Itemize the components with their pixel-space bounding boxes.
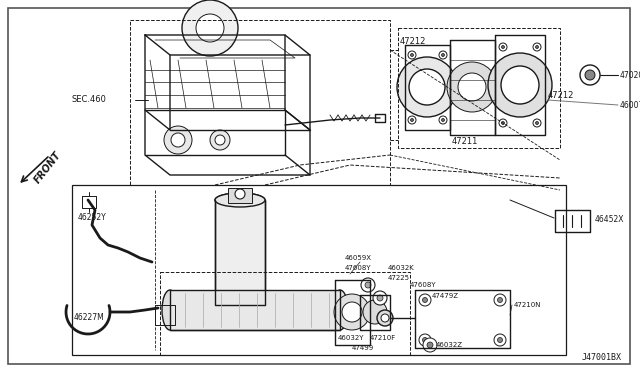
Text: FRONT: FRONT: [32, 150, 63, 186]
Text: J47001BX: J47001BX: [582, 353, 622, 362]
Circle shape: [410, 54, 413, 57]
Circle shape: [210, 130, 230, 150]
Circle shape: [397, 57, 457, 117]
Circle shape: [182, 0, 238, 56]
Bar: [228, 188, 252, 203]
Text: 47225: 47225: [388, 275, 410, 281]
Text: 46032K: 46032K: [388, 265, 415, 271]
Circle shape: [365, 282, 371, 288]
Text: 46059X: 46059X: [345, 255, 372, 261]
Circle shape: [494, 334, 506, 346]
Circle shape: [488, 53, 552, 117]
Circle shape: [342, 302, 362, 322]
Circle shape: [164, 126, 192, 154]
Text: 46452X: 46452X: [595, 215, 625, 224]
Bar: [170, 290, 340, 330]
Circle shape: [533, 119, 541, 127]
Text: 47211: 47211: [452, 138, 478, 147]
Circle shape: [215, 135, 225, 145]
Ellipse shape: [332, 290, 348, 330]
Circle shape: [373, 291, 387, 305]
Circle shape: [427, 342, 433, 348]
Circle shape: [442, 119, 445, 122]
Text: 47212: 47212: [548, 90, 574, 99]
Circle shape: [458, 73, 486, 101]
Circle shape: [422, 298, 428, 302]
Circle shape: [447, 62, 497, 112]
Circle shape: [334, 294, 370, 330]
Text: 47499: 47499: [352, 345, 374, 351]
Circle shape: [502, 122, 504, 125]
Circle shape: [502, 45, 504, 48]
Circle shape: [497, 337, 502, 343]
Circle shape: [377, 310, 393, 326]
Circle shape: [361, 278, 375, 292]
Circle shape: [497, 298, 502, 302]
Circle shape: [439, 51, 447, 59]
Circle shape: [235, 189, 245, 199]
Circle shape: [536, 122, 538, 125]
Text: 46032Y: 46032Y: [338, 335, 365, 341]
Circle shape: [408, 51, 416, 59]
Circle shape: [494, 294, 506, 306]
Text: 46252Y: 46252Y: [78, 214, 107, 222]
Ellipse shape: [215, 193, 265, 207]
Text: 46007M: 46007M: [620, 100, 640, 109]
Circle shape: [410, 119, 413, 122]
Circle shape: [419, 294, 431, 306]
Circle shape: [422, 337, 428, 343]
Circle shape: [196, 14, 224, 42]
Circle shape: [585, 70, 595, 80]
Text: 47608Y: 47608Y: [410, 282, 436, 288]
Text: 47210F: 47210F: [370, 335, 396, 341]
Circle shape: [171, 133, 185, 147]
Circle shape: [533, 43, 541, 51]
Circle shape: [439, 116, 447, 124]
Circle shape: [381, 314, 389, 322]
Text: 46227M: 46227M: [74, 314, 105, 323]
Circle shape: [419, 334, 431, 346]
Circle shape: [499, 119, 507, 127]
Text: 46032Z: 46032Z: [436, 342, 463, 348]
Circle shape: [377, 295, 383, 301]
Ellipse shape: [162, 290, 178, 330]
Circle shape: [442, 54, 445, 57]
Text: 47608Y: 47608Y: [345, 265, 372, 271]
Circle shape: [580, 65, 600, 85]
Circle shape: [363, 300, 387, 324]
Circle shape: [499, 43, 507, 51]
Text: 47479Z: 47479Z: [432, 293, 459, 299]
Circle shape: [408, 116, 416, 124]
Circle shape: [536, 45, 538, 48]
Text: 47020B: 47020B: [620, 71, 640, 80]
Ellipse shape: [215, 300, 265, 310]
Bar: [72, 185, 566, 355]
Circle shape: [423, 338, 437, 352]
Ellipse shape: [215, 193, 265, 207]
Text: 47210N: 47210N: [514, 302, 541, 308]
Text: SEC.460: SEC.460: [72, 96, 107, 105]
Circle shape: [409, 69, 445, 105]
Circle shape: [501, 66, 539, 104]
Bar: [215, 200, 265, 305]
Text: 47212: 47212: [400, 38, 426, 46]
